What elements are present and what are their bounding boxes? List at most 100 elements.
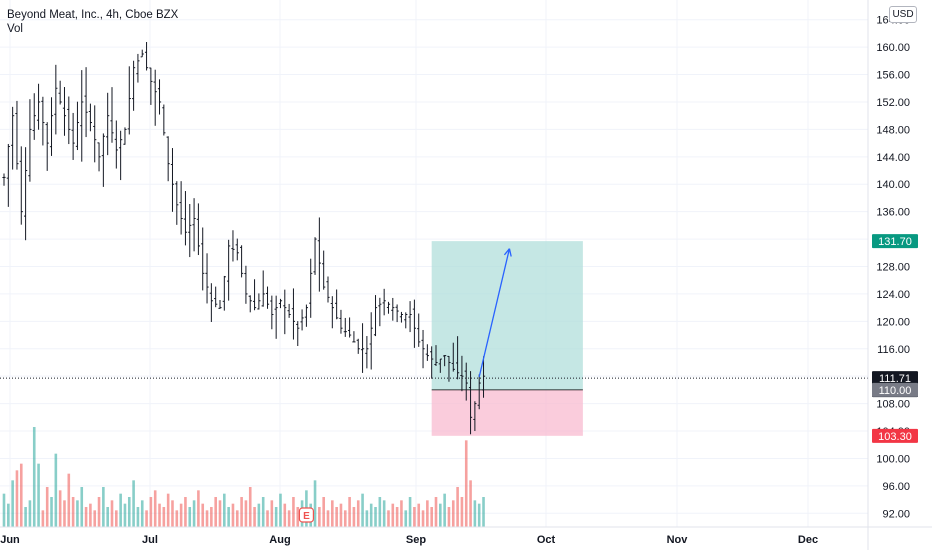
ohlc-bar (24, 147, 28, 241)
ohlc-bar (270, 295, 274, 330)
volume-bar (426, 500, 429, 527)
volume-bar (313, 480, 317, 527)
volume-bar (158, 503, 161, 527)
volume-bar (326, 510, 330, 527)
volume-bar (443, 493, 446, 527)
volume-bar (188, 507, 192, 527)
entry-price-text: 110.00 (879, 385, 912, 397)
volume-bar (248, 487, 252, 527)
volume-bar (339, 503, 343, 527)
price-tick-label: 124.00 (876, 289, 910, 301)
ohlc-bar (222, 275, 226, 311)
projection-arrowhead (503, 248, 510, 256)
volume-bar (19, 463, 23, 527)
volume-bar (296, 507, 300, 527)
ohlc-bar (257, 293, 261, 310)
ohlc-bar (309, 258, 313, 318)
time-tick-label: Aug (269, 534, 290, 546)
ohlc-bar (227, 239, 231, 301)
price-tick-label: 152.00 (876, 97, 910, 109)
volume-indicator-label[interactable]: Vol (7, 23, 23, 35)
ohlc-bar (278, 298, 283, 309)
volume-bar (231, 503, 235, 527)
ohlc-bar (365, 336, 369, 369)
ohlc-bar (244, 265, 248, 304)
volume-bar (84, 507, 88, 527)
volume-bar (421, 510, 425, 527)
ohlc-bar (300, 309, 304, 331)
volume-bar (348, 497, 351, 527)
ohlc-bar (343, 317, 347, 337)
volume-bar (382, 500, 386, 527)
volume-bar (270, 500, 274, 527)
ohlc-bar (477, 374, 481, 410)
ohlc-bar (209, 283, 213, 322)
ohlc-bar (28, 99, 32, 182)
volume-bar (439, 503, 442, 527)
ohlc-bar (240, 245, 244, 278)
ohlc-bar (339, 309, 343, 334)
ohlc-bar (123, 127, 127, 145)
target-price-text: 131.70 (878, 236, 912, 248)
volume-bar (464, 440, 468, 527)
volume-bar (197, 490, 200, 527)
ohlc-bar (421, 329, 425, 369)
time-tick-label: Nov (667, 534, 689, 546)
volume-bar (283, 503, 287, 527)
ohlc-bar (378, 297, 382, 327)
volume-bar (11, 480, 14, 527)
ohlc-bar (201, 227, 205, 291)
ohlc-bar (391, 297, 395, 321)
ohlc-bar (408, 301, 412, 333)
ohlc-bar (481, 356, 486, 398)
volume-bar (132, 480, 135, 527)
ohlc-bar (360, 323, 365, 373)
ohlc-bar (67, 96, 71, 145)
earnings-marker (298, 507, 314, 523)
currency-button[interactable]: USD (889, 6, 917, 23)
price-tick-label: 128.00 (876, 262, 910, 274)
chart-grid (0, 0, 868, 527)
price-axis[interactable]: 92.0096.00100.00104.00108.00112.00116.00… (867, 0, 910, 550)
ohlc-bar (62, 87, 67, 136)
volume-bar (2, 493, 6, 527)
volume-bar (365, 510, 369, 527)
ohlc-bar (473, 401, 477, 432)
volume-bar (149, 497, 153, 527)
volume-bar (378, 497, 382, 527)
volume-bar (136, 507, 140, 527)
ohlc-bar (114, 120, 118, 169)
ohlc-bar (348, 317, 352, 338)
volume-bar (331, 500, 334, 527)
time-axis[interactable]: Jun Jul Aug Sep Oct Nov Dec (0, 526, 932, 546)
volume-bar (460, 497, 464, 527)
ohlc-bar (456, 336, 460, 380)
volume-bar (175, 510, 179, 527)
ohlc-bar (170, 148, 175, 212)
ohlc-bar (119, 130, 123, 181)
price-tick-label: 136.00 (876, 207, 910, 219)
volume-bar (400, 500, 403, 527)
ohlc-bar (84, 67, 88, 138)
price-tick-label: 156.00 (876, 70, 910, 82)
volume-bar (106, 507, 109, 527)
volume-bar (119, 493, 122, 527)
volume-bar (210, 507, 213, 527)
ohlc-bar (101, 133, 105, 187)
volume-bar (145, 510, 148, 527)
volume-bar (261, 497, 265, 527)
volume-bar (266, 510, 269, 527)
volume-bar (123, 503, 127, 527)
volume-bar (404, 510, 408, 527)
ohlc-bar (443, 355, 447, 367)
ohlc-bar (356, 338, 360, 354)
ohlc-bar (438, 358, 442, 373)
volume-bar (179, 503, 183, 527)
ohlc-bar (313, 237, 317, 275)
ohlc-bar (352, 331, 356, 343)
ohlc-bar (382, 288, 386, 316)
volume-bar (80, 487, 84, 527)
ohlc-bar (417, 313, 421, 347)
price-tick-label: 120.00 (876, 316, 910, 328)
